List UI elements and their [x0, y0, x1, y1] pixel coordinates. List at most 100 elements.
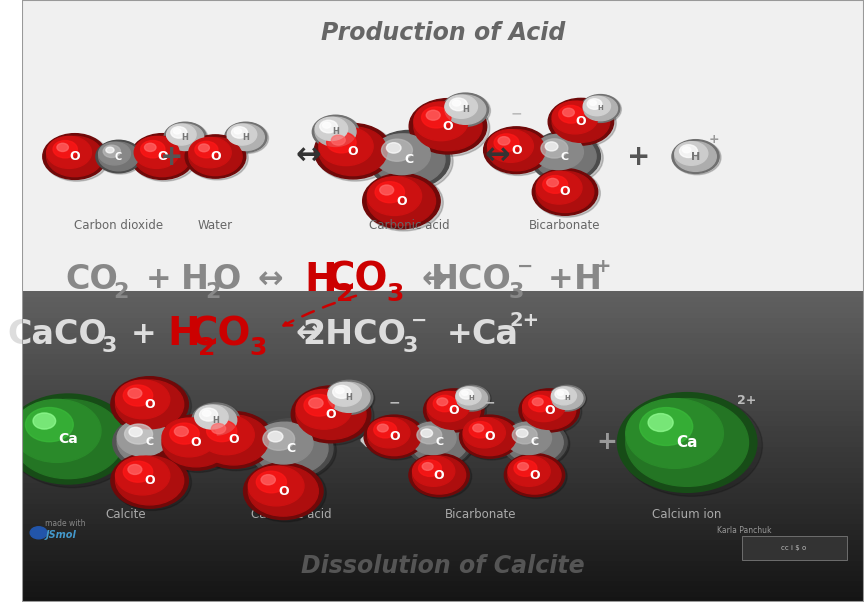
Circle shape — [185, 135, 245, 178]
Circle shape — [251, 420, 336, 481]
Circle shape — [367, 177, 422, 216]
Circle shape — [30, 527, 47, 539]
Circle shape — [583, 96, 618, 121]
Circle shape — [370, 132, 453, 191]
Circle shape — [368, 418, 421, 456]
Bar — [22, 586, 864, 592]
Circle shape — [453, 100, 461, 106]
Circle shape — [319, 127, 387, 176]
Text: Dissolution of Calcite: Dissolution of Calcite — [301, 554, 585, 578]
Circle shape — [672, 140, 719, 173]
Circle shape — [456, 387, 481, 405]
Bar — [22, 565, 864, 571]
Bar — [22, 581, 864, 586]
Bar — [22, 338, 864, 344]
Text: H: H — [167, 315, 200, 353]
Circle shape — [47, 137, 103, 176]
Circle shape — [679, 144, 697, 158]
Circle shape — [131, 135, 197, 181]
Circle shape — [199, 144, 209, 152]
Circle shape — [550, 99, 616, 147]
Text: H: H — [574, 264, 601, 296]
Text: H: H — [181, 264, 208, 296]
Text: cc i $ o: cc i $ o — [781, 545, 807, 551]
Circle shape — [422, 462, 433, 470]
Text: O: O — [396, 194, 407, 208]
Circle shape — [532, 169, 598, 216]
Circle shape — [103, 145, 120, 158]
Bar — [22, 312, 864, 318]
Text: Ca: Ca — [59, 432, 78, 446]
Circle shape — [167, 124, 204, 150]
Circle shape — [406, 419, 472, 466]
Text: Calcite: Calcite — [105, 508, 146, 521]
Circle shape — [519, 389, 580, 432]
Text: C: C — [530, 438, 538, 447]
Circle shape — [43, 134, 107, 179]
Circle shape — [409, 453, 469, 497]
Circle shape — [583, 96, 611, 116]
Bar — [22, 472, 864, 478]
Circle shape — [175, 426, 188, 436]
Text: JSmol: JSmol — [45, 530, 76, 539]
Text: 2: 2 — [335, 282, 353, 306]
Circle shape — [320, 120, 338, 133]
Circle shape — [232, 127, 247, 138]
Circle shape — [333, 385, 351, 399]
Circle shape — [380, 185, 394, 195]
Bar — [22, 384, 864, 390]
Circle shape — [378, 424, 388, 432]
Circle shape — [410, 99, 486, 154]
Circle shape — [414, 102, 482, 150]
Circle shape — [410, 455, 472, 498]
Bar — [22, 359, 864, 364]
Text: +: + — [160, 143, 183, 170]
Circle shape — [129, 427, 143, 436]
Bar — [22, 571, 864, 576]
Text: CaCO: CaCO — [7, 318, 107, 350]
Bar — [22, 369, 864, 374]
Text: 3: 3 — [508, 282, 524, 302]
Text: C: C — [435, 438, 443, 447]
Circle shape — [503, 420, 569, 468]
Bar — [22, 519, 864, 524]
Bar — [22, 323, 864, 328]
Circle shape — [234, 128, 242, 134]
Circle shape — [410, 100, 490, 156]
Circle shape — [498, 137, 510, 145]
Text: H: H — [462, 105, 469, 114]
Circle shape — [263, 427, 295, 450]
Circle shape — [162, 418, 216, 457]
Circle shape — [463, 418, 505, 448]
Circle shape — [169, 423, 200, 444]
Circle shape — [335, 388, 344, 394]
Bar — [22, 348, 864, 354]
Circle shape — [412, 456, 454, 486]
Text: H: H — [332, 128, 339, 136]
Circle shape — [250, 418, 333, 479]
Text: +: + — [627, 143, 651, 170]
Circle shape — [523, 391, 575, 429]
Text: ↔: ↔ — [422, 265, 448, 294]
Circle shape — [410, 422, 467, 463]
Circle shape — [111, 453, 188, 508]
Bar — [22, 560, 864, 566]
Circle shape — [13, 399, 124, 479]
Circle shape — [551, 387, 583, 409]
Circle shape — [427, 391, 469, 421]
Circle shape — [648, 414, 673, 432]
Circle shape — [225, 122, 267, 152]
Text: O: O — [210, 150, 221, 163]
Circle shape — [443, 94, 491, 128]
Circle shape — [373, 134, 430, 175]
Bar — [22, 596, 864, 602]
Circle shape — [174, 128, 181, 134]
Text: +: + — [447, 320, 473, 349]
Text: H: H — [213, 415, 219, 424]
Circle shape — [374, 421, 397, 438]
Bar — [22, 327, 864, 334]
Text: +: + — [131, 320, 156, 349]
Circle shape — [114, 417, 189, 471]
Circle shape — [532, 398, 543, 406]
Bar — [22, 576, 864, 582]
